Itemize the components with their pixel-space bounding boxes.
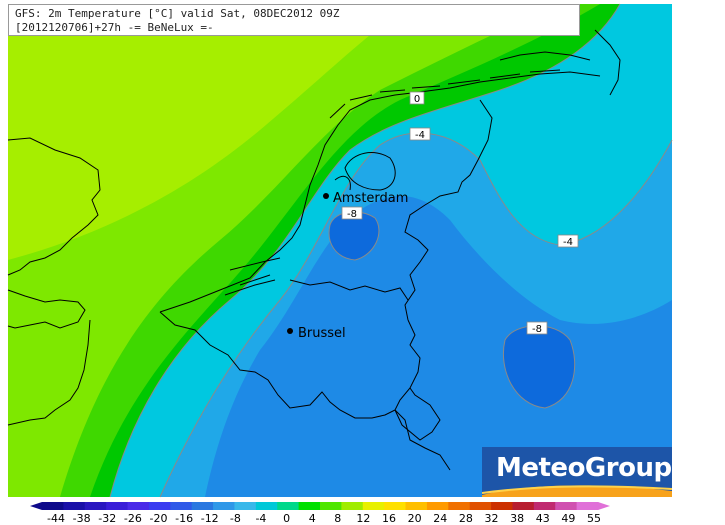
legend-arrow-low — [30, 502, 42, 510]
legend-tick-label: -8 — [229, 512, 241, 525]
header-title: GFS: 2m Temperature [°C] valid Sat, 08DE… — [15, 7, 340, 20]
legend-swatch — [277, 502, 300, 510]
legend-tick-label: -16 — [175, 512, 194, 525]
legend-swatch — [63, 502, 86, 510]
temperature-map: Amsterdam Brussel 0 -4 -8 -4 -8 — [7, 3, 673, 498]
legend-swatch — [469, 502, 492, 510]
legend-swatch — [42, 502, 64, 510]
contour-label-text: -8 — [532, 324, 542, 335]
legend-tick-label: -12 — [200, 512, 219, 525]
legend-swatch — [191, 502, 214, 510]
legend-tick-label: 32 — [484, 512, 499, 525]
legend-tick-label: 28 — [458, 512, 473, 525]
legend-swatch — [448, 502, 471, 510]
city-brussel: Brussel — [287, 326, 346, 341]
legend-swatch — [405, 502, 428, 510]
contour-label-text: 0 — [414, 94, 420, 105]
legend-tick-label: -20 — [149, 512, 168, 525]
legend-tick-label: 55 — [587, 512, 601, 525]
contour-label-text: -4 — [563, 237, 573, 248]
legend-swatch — [234, 502, 257, 510]
legend-swatch — [84, 502, 107, 510]
legend-swatch — [491, 502, 513, 510]
borders — [7, 29, 621, 471]
legend-swatch — [576, 502, 599, 510]
legend-swatch — [533, 502, 556, 510]
legend-swatch — [298, 502, 321, 510]
city-label: Brussel — [298, 326, 346, 341]
legend-swatch — [320, 502, 342, 510]
legend-tick-label: 20 — [407, 512, 422, 525]
legend-swatch — [555, 502, 578, 510]
legend-tick-label: 38 — [510, 512, 525, 525]
legend-swatch — [148, 502, 171, 510]
legend-swatch — [341, 502, 364, 510]
legend-tick-label: 24 — [433, 512, 448, 525]
legend-tick-label: -32 — [98, 512, 117, 525]
header-subtitle: [2012120706]+27h -= BeNeLux =- — [15, 21, 214, 34]
zone-cold-core-amsterdam — [329, 211, 379, 260]
legend-tick-label: -4 — [255, 512, 267, 525]
brand-name: MeteoGroup — [496, 453, 672, 483]
legend-tick-label: 12 — [356, 512, 371, 525]
legend-swatch — [127, 502, 150, 510]
legend-swatch — [426, 502, 449, 510]
contour-label-minus4-north: -4 — [409, 127, 431, 141]
legend-swatch — [170, 502, 193, 510]
legend-tick-label: 43 — [535, 512, 550, 525]
legend-swatch — [362, 502, 385, 510]
map-header: GFS: 2m Temperature [°C] valid Sat, 08DE… — [8, 4, 580, 36]
meteogroup-logo: MeteoGroup — [482, 447, 672, 497]
contour-label-minus8-amsterdam: -8 — [341, 206, 363, 220]
legend-tick-label: 16 — [382, 512, 397, 525]
city-dot — [287, 328, 293, 334]
legend-swatch — [384, 502, 407, 510]
contour-label-0: 0 — [409, 91, 425, 105]
zone-blue — [205, 196, 672, 498]
legend-tick-label: -38 — [72, 512, 91, 525]
city-amsterdam: Amsterdam — [323, 191, 408, 206]
legend-swatch — [255, 502, 278, 510]
color-legend-bar — [30, 502, 610, 510]
legend-tick-label: 0 — [283, 512, 291, 525]
legend-tick-label: 8 — [334, 512, 342, 525]
legend-swatch — [213, 502, 235, 510]
legend-arrow-high — [598, 502, 610, 510]
contour-label-minus8-east: -8 — [526, 321, 548, 335]
contour-label-text: -4 — [415, 130, 425, 141]
legend-tick-label: 4 — [308, 512, 316, 525]
contour-label-text: -8 — [347, 209, 357, 220]
city-label: Amsterdam — [333, 191, 408, 206]
city-dot — [323, 193, 329, 199]
legend-tick-label: -26 — [123, 512, 142, 525]
swoosh-icon — [482, 485, 672, 497]
legend-swatch — [512, 502, 535, 510]
legend-tick-label: -44 — [47, 512, 65, 525]
zone-cold-core-east — [503, 325, 575, 408]
legend-swatch — [106, 502, 129, 510]
contour-label-minus4-east: -4 — [557, 234, 579, 248]
legend-tick-label: 49 — [561, 512, 576, 525]
